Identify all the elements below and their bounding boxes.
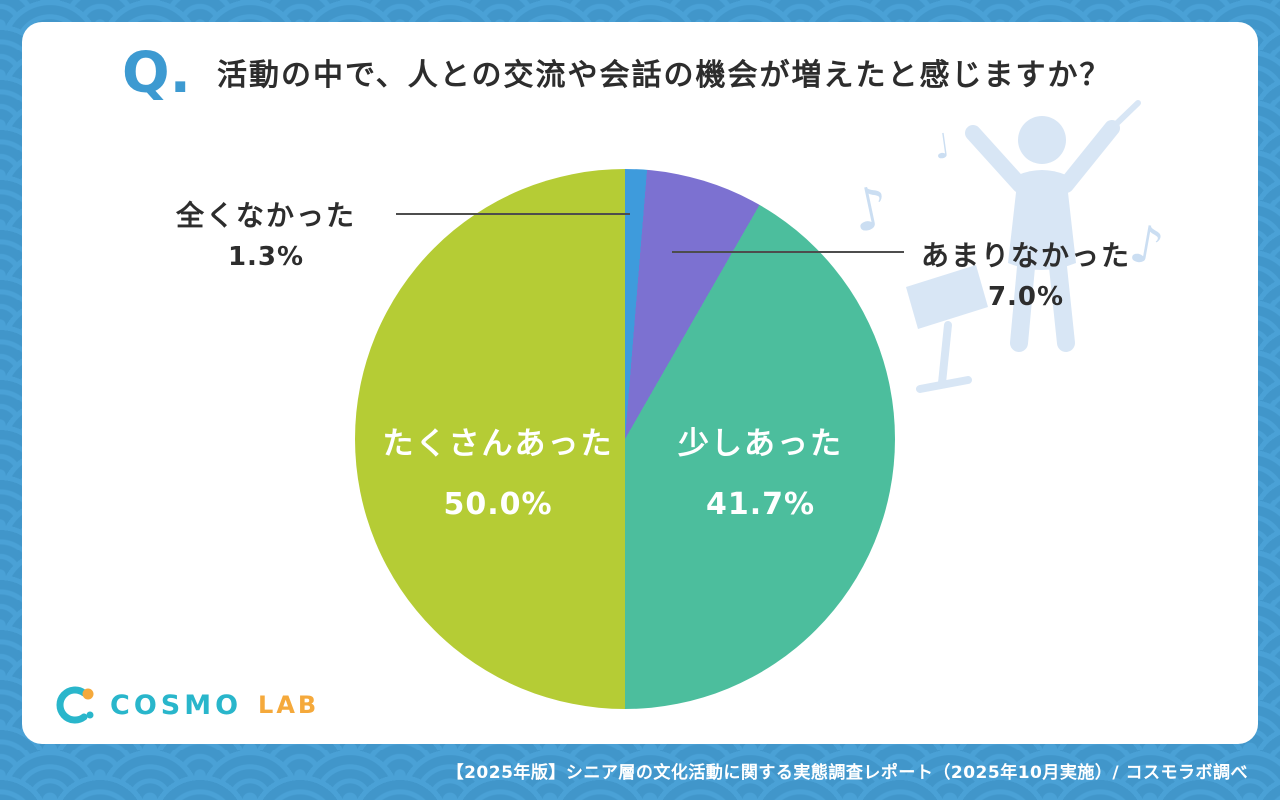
callout-mattaku-nakatta: 全くなかった 1.3% bbox=[158, 194, 374, 272]
pie-label-takusan-atta: たくさんあった 50.0% bbox=[358, 418, 638, 522]
conductor-illustration bbox=[880, 95, 1220, 405]
callout-line-left bbox=[396, 213, 630, 215]
slice-value: 41.7% bbox=[705, 487, 816, 522]
page-title: 活動の中で、人との交流や会話の機会が増えたと感じますか？ bbox=[217, 58, 1112, 93]
footer-note: 【2025年版】シニア層の文化活動に関する実態調査レポート（2025年10月実施… bbox=[446, 763, 1248, 783]
question-mark: Q. bbox=[122, 41, 191, 106]
slice-label: 少しあった bbox=[678, 426, 843, 462]
content-card: Q. 活動の中で、人との交流や会話の機会が増えたと感じますか？ bbox=[22, 22, 1258, 744]
conductor-figure bbox=[906, 100, 1141, 393]
slice-value: 7.0% bbox=[987, 282, 1065, 312]
pie-chart bbox=[355, 169, 895, 709]
pie-label-sukoshi-atta: 少しあった 41.7% bbox=[648, 418, 873, 522]
slice-label: あまりなかった bbox=[920, 239, 1131, 272]
slice-value: 1.3% bbox=[227, 242, 305, 272]
slice-label: 全くなかった bbox=[175, 199, 356, 232]
slice-value: 50.0% bbox=[443, 487, 553, 522]
cosmo-lab-logo: COSMO LAB bbox=[52, 684, 319, 726]
callout-line-right bbox=[672, 251, 904, 253]
logo-text-cosmo: COSMO bbox=[110, 689, 243, 721]
logo-text-lab: LAB bbox=[258, 691, 320, 719]
slice-label: たくさんあった bbox=[382, 426, 614, 462]
logo-mark-icon bbox=[56, 686, 94, 724]
callout-amari-nakatta: あまりなかった 7.0% bbox=[900, 234, 1152, 312]
